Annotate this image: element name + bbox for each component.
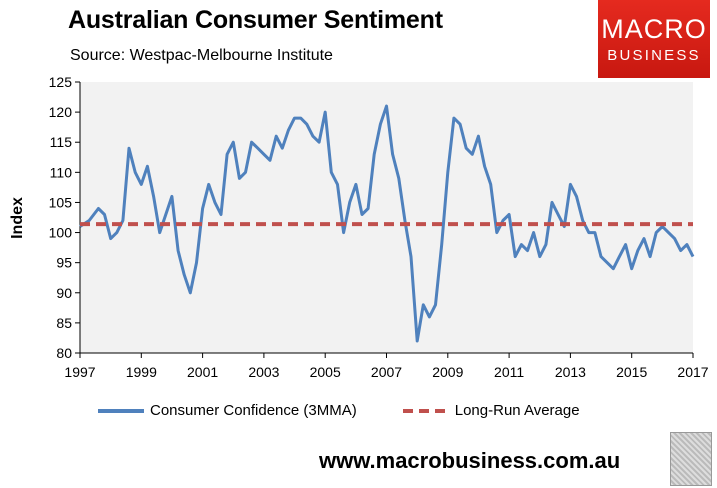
y-tick-label: 95 — [56, 255, 72, 271]
x-tick-label: 2001 — [187, 364, 218, 380]
legend-label-consumer-confidence: Consumer Confidence (3MMA) — [150, 402, 357, 419]
y-tick-label: 100 — [49, 225, 73, 241]
y-tick-label: 110 — [50, 164, 73, 180]
y-tick-label: 105 — [49, 194, 73, 210]
logo-line-1: MACRO — [601, 14, 707, 44]
legend-swatch-long-run-average — [402, 408, 449, 413]
y-tick-label: 90 — [56, 285, 72, 301]
chart-subtitle: Source: Westpac-Melbourne Institute — [70, 47, 333, 64]
logo-line-2: BUSINESS — [607, 47, 701, 64]
x-tick-label: 2009 — [432, 364, 463, 380]
y-tick-label: 115 — [50, 134, 73, 150]
x-tick-label: 1999 — [126, 364, 157, 380]
legend: Consumer Confidence (3MMA) Long-Run Aver… — [98, 402, 626, 419]
y-axis-label: Index — [9, 197, 26, 239]
y-tick-label: 120 — [49, 104, 73, 120]
wolf-icon — [670, 432, 712, 486]
legend-item-consumer-confidence: Consumer Confidence (3MMA) — [98, 402, 357, 419]
chart-title: Australian Consumer Sentiment — [68, 6, 443, 34]
legend-swatch-consumer-confidence — [98, 408, 144, 413]
x-tick-label: 2015 — [616, 364, 647, 380]
macrobusiness-logo: MACRO BUSINESS — [598, 0, 710, 78]
website-url[interactable]: www.macrobusiness.com.au — [319, 448, 621, 473]
y-tick-label: 80 — [56, 345, 72, 361]
x-tick-label: 1997 — [64, 364, 95, 380]
line-chart: 80 85 90 95 100 105 110 115 120 125 1997 1999 2001 20… — [9, 74, 709, 380]
x-tick-label: 2017 — [677, 364, 708, 380]
x-tick-label: 2005 — [310, 364, 341, 380]
x-tick-label: 2011 — [494, 364, 524, 380]
legend-label-long-run-average: Long-Run Average — [454, 402, 580, 419]
x-tick-label: 2007 — [371, 364, 402, 380]
legend-item-long-run-average: Long-Run Average — [402, 402, 580, 419]
tick-labels: 80 85 90 95 100 105 110 115 120 125 1997 1999 2001 20… — [49, 74, 709, 380]
y-tick-label: 125 — [49, 74, 73, 90]
y-tick-label: 85 — [56, 315, 72, 331]
series-line-consumer-confidence — [79, 104, 695, 343]
series-lines — [79, 104, 695, 343]
plot-area — [80, 82, 693, 353]
x-tick-label: 2003 — [248, 364, 279, 380]
x-tick-label: 2013 — [555, 364, 586, 380]
